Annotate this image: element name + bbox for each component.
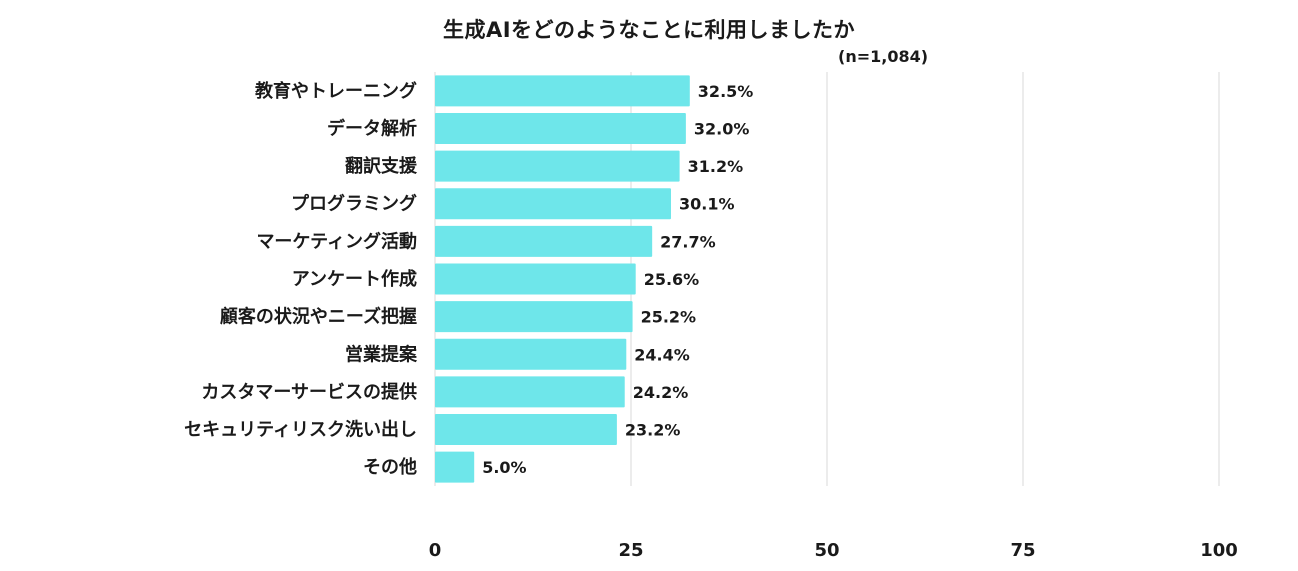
x-tick-label: 100 (1200, 540, 1238, 561)
bar (435, 451, 475, 483)
data-label: 25.6% (644, 270, 700, 289)
data-label: 31.2% (688, 157, 744, 176)
x-tick-label: 25 (618, 540, 643, 561)
x-tick-label: 50 (814, 540, 839, 561)
bar (435, 112, 686, 144)
x-tick-label: 0 (429, 540, 442, 561)
bar (435, 338, 627, 370)
data-label: 5.0% (482, 458, 526, 477)
sample-size-note: (n=1,084) (838, 47, 929, 66)
data-label: 24.4% (634, 345, 690, 364)
bar (435, 150, 680, 182)
data-label: 24.2% (633, 383, 689, 402)
data-label: 32.0% (694, 119, 750, 138)
x-tick-label: 75 (1010, 540, 1035, 561)
category-label: 顧客の状況やニーズ把握 (220, 306, 417, 328)
bar (435, 414, 617, 446)
chart-title: 生成AIをどのようなことに利用しましたか (442, 18, 856, 42)
category-label: セキュリティリスク洗い出し (184, 419, 417, 441)
bar (435, 225, 653, 257)
category-label: マーケティング活動 (256, 230, 417, 252)
data-label: 32.5% (698, 82, 754, 101)
category-label: アンケート作成 (292, 268, 417, 290)
bar (435, 301, 633, 333)
category-label: データ解析 (327, 117, 417, 139)
data-label: 30.1% (679, 195, 735, 214)
bar (435, 376, 625, 408)
bar (435, 188, 671, 220)
category-label: 翻訳支援 (345, 155, 418, 177)
category-label: 営業提案 (345, 343, 418, 365)
bar (435, 75, 690, 107)
bar (435, 263, 636, 295)
category-label: その他 (363, 456, 417, 478)
data-label: 25.2% (641, 308, 697, 327)
data-label: 23.2% (625, 421, 681, 440)
category-label: プログラミング (291, 193, 417, 215)
data-label: 27.7% (660, 232, 716, 251)
category-label: カスタマーサービスの提供 (201, 381, 417, 403)
category-label: 教育やトレーニング (255, 80, 417, 102)
